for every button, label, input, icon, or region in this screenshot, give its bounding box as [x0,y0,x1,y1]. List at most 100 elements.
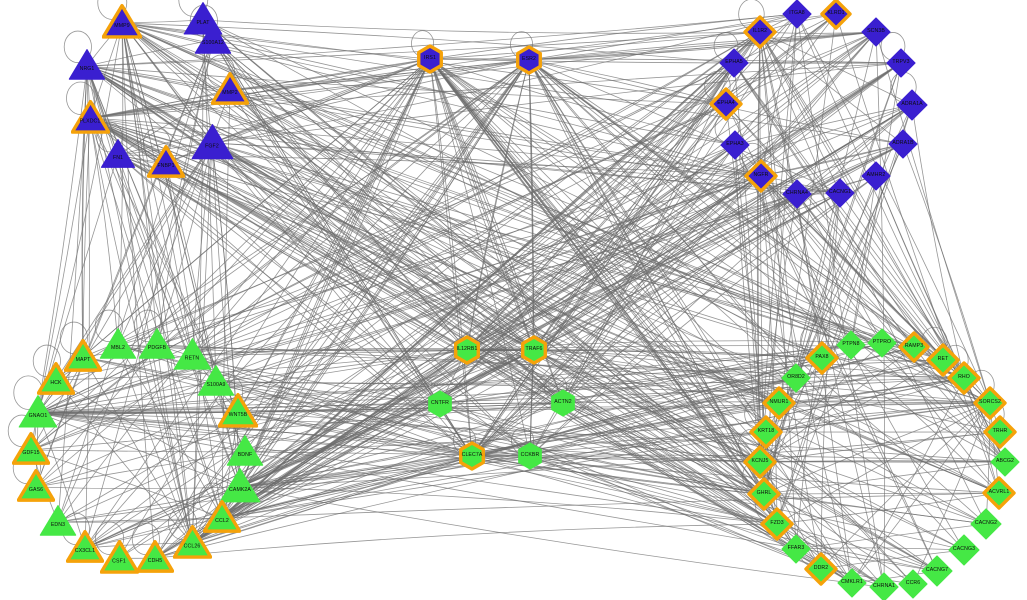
edge [211,62,902,144]
node-traf6[interactable]: TRAF6 [517,333,551,367]
edge [165,162,564,404]
triangle-shape [99,328,137,359]
hexagon-shape [417,44,443,74]
triangle-shape [211,71,249,105]
node-ccr6[interactable]: CCR6 [895,566,931,600]
diamond-shape [749,415,783,449]
edge [466,31,761,351]
diamond-shape [747,477,781,511]
edge [211,142,564,404]
edge [439,403,822,570]
edge [429,58,778,525]
triangle-shape [219,468,261,503]
node-wnt5b[interactable]: WNT5B [217,391,259,433]
edge [429,58,531,457]
edge [528,59,853,584]
edge [760,175,1006,463]
edge [84,517,223,549]
node-mmp9[interactable]: MMP9 [101,2,143,44]
node-cacng1[interactable]: CACNG1 [822,175,858,211]
node-fnbp1[interactable]: FNBP1 [146,143,186,183]
edge [439,357,823,405]
edge [229,89,852,346]
hexagon-shape [518,442,542,470]
edge [89,117,193,544]
node-epha4[interactable]: EPHA4 [707,85,745,123]
edge [57,192,841,523]
node-fn1[interactable]: FN1 [99,136,137,174]
diamond-shape [921,555,953,587]
edge [35,104,913,488]
node-cdh5[interactable]: CDH5 [135,538,175,578]
node-ccl26[interactable]: CCL26 [172,523,213,564]
edge [221,359,944,519]
triangle-shape [68,49,106,80]
edge [533,143,904,351]
node-chrna4[interactable]: CHRNA4 [779,176,815,212]
node-mmp2[interactable]: MMP2 [210,70,250,110]
node-il12rb1[interactable]: IL12RB1 [450,333,484,367]
node-fgf2[interactable]: FGF2 [190,121,235,166]
edge [121,22,468,351]
edge [84,349,468,549]
node-itga8[interactable]: ITGA8 [779,0,815,32]
edge [165,162,241,488]
node-cmklr1[interactable]: CMKLR1 [834,565,870,600]
diamond-shape [743,15,777,49]
edge [776,523,938,572]
node-gnao1[interactable]: GNAO1 [17,392,59,434]
edge [466,31,877,351]
edge [528,31,877,61]
edge [529,175,877,457]
edge [154,523,778,559]
node-clec7a[interactable]: CLEC7A [455,439,489,473]
node-cntfr[interactable]: CNTFR [423,387,457,421]
edge [191,175,762,356]
node-ngfr[interactable]: NGFR [742,157,780,195]
node-mbl2[interactable]: MBL2 [98,325,138,365]
edge [30,175,762,451]
edge [121,22,780,404]
node-s100a12[interactable]: S100A12 [193,20,233,60]
node-csf1[interactable]: CSF1 [99,538,140,579]
edge [850,62,902,346]
node-adra1b[interactable]: ADRA1B [885,126,921,162]
edge [89,117,765,495]
node-ptpro[interactable]: PTPRO [864,325,900,361]
node-trpv3[interactable]: TRPV3 [883,45,919,81]
node-gdf15[interactable]: GDF15 [11,430,51,470]
edge [529,104,913,457]
node-esr2[interactable]: ESR2 [512,43,546,77]
node-klrd1[interactable]: KLRD1 [818,0,854,32]
edge [121,22,944,361]
edge [439,403,765,495]
edge [760,13,798,177]
node-cckbr[interactable]: CCKBR [513,439,547,473]
node-adra1a[interactable]: ADRA1A [893,86,931,124]
edge [237,31,761,413]
edge [221,492,1000,519]
edge [82,356,765,495]
self-loop-edge [96,121,123,153]
edge [795,192,841,550]
node-amhr2[interactable]: AMHR2 [858,158,894,194]
node-irs1[interactable]: IRS1 [413,42,447,76]
edge [471,377,797,457]
node-epha5[interactable]: EPHA5 [716,45,752,81]
node-actn2[interactable]: ACTN2 [546,386,580,420]
edge [239,58,431,488]
diamond-shape [861,161,891,191]
edge [121,22,193,356]
edge [528,31,877,61]
edge [471,31,877,457]
node-plxdc1[interactable]: PLXDC1 [70,98,111,139]
edge [796,193,1006,463]
edge [439,357,823,405]
edge [765,377,965,433]
edge [86,65,531,457]
node-nrg1[interactable]: NRG1 [67,46,107,86]
edge [429,58,473,457]
node-gas6[interactable]: GAS6 [16,467,56,507]
